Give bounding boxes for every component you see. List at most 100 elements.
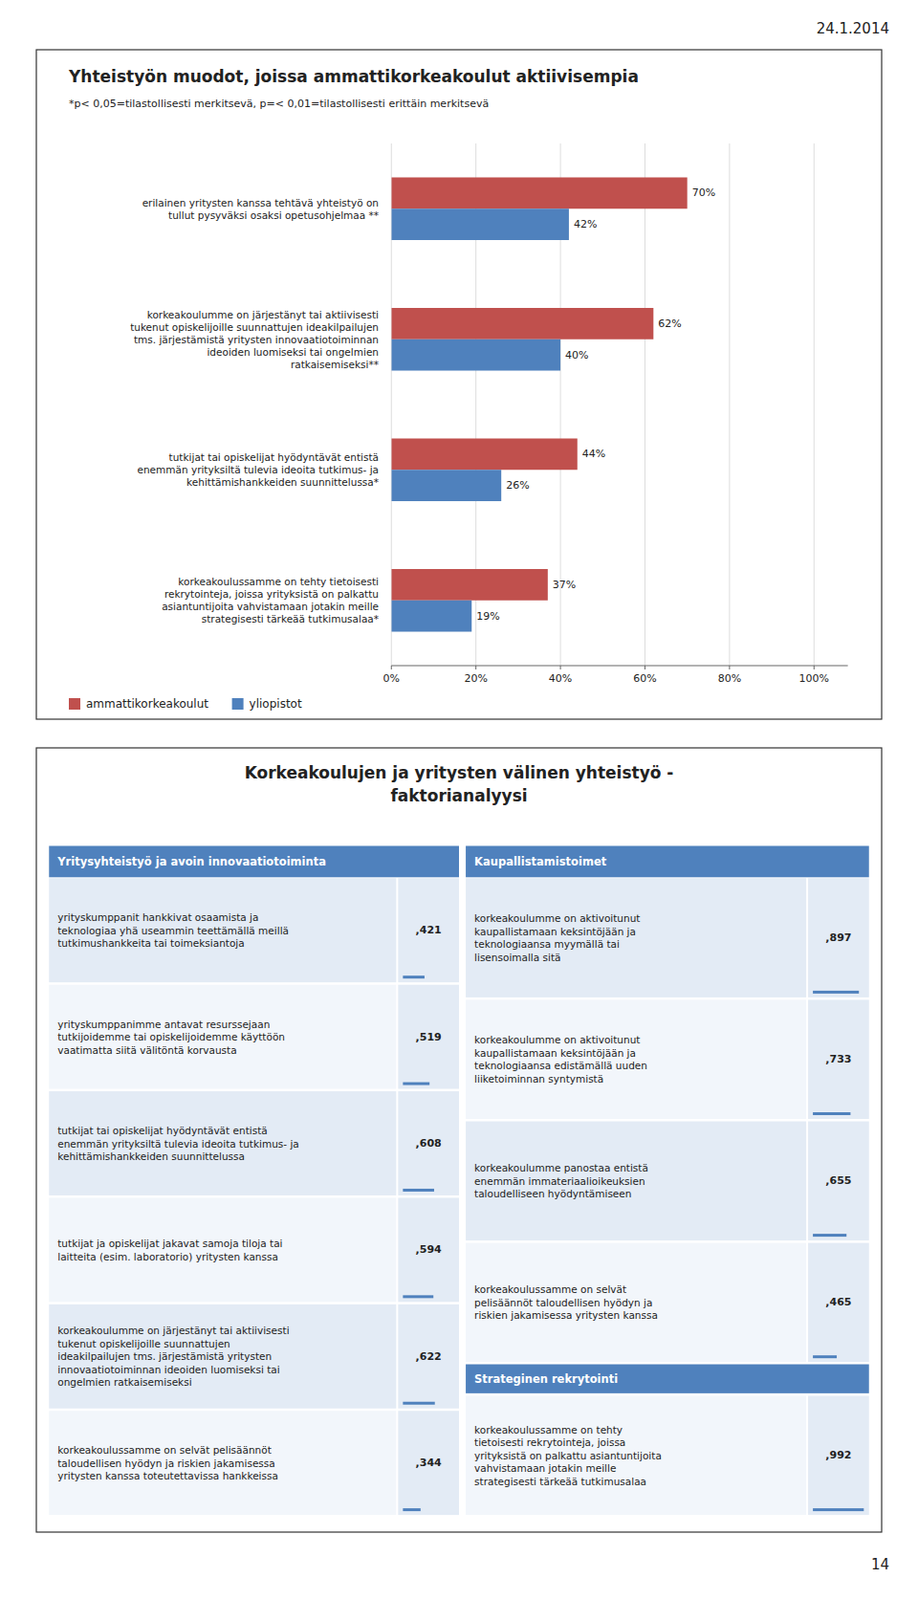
- bar: [391, 469, 502, 502]
- text-line: tukenut opiskelijoille suunnattujen idea…: [130, 321, 379, 333]
- text-line: teknologiaa yhä useammin teettämällä mei…: [57, 924, 289, 937]
- text-line: enemmän yrityksiltä tulevia ideoita tutk…: [136, 463, 379, 476]
- table-value: ,344: [415, 1456, 442, 1469]
- text-line: liiketoiminnan syntymistä: [474, 1072, 604, 1085]
- text-line: korkeakoulussamme on selvät pelisäännöt: [57, 1443, 272, 1456]
- bar: [391, 208, 569, 241]
- text-line: laitteita (esim. laboratorio) yritysten …: [57, 1250, 279, 1263]
- text-line: kehittämishankkeiden suunnittelussa*: [186, 476, 379, 488]
- table-value: ,608: [415, 1136, 442, 1150]
- value-bar: [812, 1508, 864, 1511]
- chart-title: Yhteistyön muodot, joissa ammattikorkeak…: [67, 66, 639, 87]
- table-row-text: yrityskumppanimme antavat resurssejaantu…: [57, 1018, 285, 1056]
- text-line: korkeakoulussamme on selvät: [474, 1283, 627, 1295]
- text-line: ongelmien ratkaisemiseksi: [57, 1376, 192, 1388]
- text-line: yrityskumppanimme antavat resurssejaan: [57, 1018, 270, 1030]
- text-line: faktorianalyysi: [390, 786, 527, 806]
- table-row-text: korkeakoulussamme on tehtytietoisesti re…: [474, 1423, 662, 1487]
- text-line: tutkijat ja opiskelijat jakavat samoja t…: [57, 1237, 283, 1249]
- table-row-text: tutkijat tai opiskelijat hyödyntävät ent…: [57, 1124, 300, 1162]
- text-line: teknologiaansa myymällä tai: [474, 938, 620, 950]
- value-bar: [402, 1188, 435, 1192]
- data-label: 70%: [692, 186, 716, 199]
- text-line: strategisesti tärkeää tutkimusalaa: [474, 1475, 647, 1487]
- text-line: taloudelliseen hyödyntämiseen: [474, 1187, 632, 1200]
- page: 24.1.2014 Yhteistyön muodot, joissa ammat…: [0, 0, 918, 1600]
- category-labels: erilainen yritysten kanssa tehtävä yhtei…: [130, 196, 379, 626]
- value-bar: [812, 990, 859, 994]
- date-label: 24.1.2014: [816, 20, 890, 38]
- data-label: 26%: [505, 479, 529, 492]
- tick-label: 60%: [633, 672, 656, 685]
- value-bar: [812, 1233, 847, 1237]
- table-value: ,594: [415, 1243, 442, 1256]
- data-label: 62%: [657, 317, 681, 330]
- tick-mark: [391, 665, 393, 670]
- value-bar: [402, 1082, 430, 1086]
- text-line: korkeakoulussamme on tehty: [474, 1423, 623, 1436]
- legend: ammattikorkeakoulutyliopistot: [68, 697, 303, 711]
- bar: [391, 307, 654, 340]
- text-line: korkeakoulumme on aktivoitunut: [474, 912, 640, 924]
- data-label: 19%: [476, 610, 500, 623]
- value-cell: [808, 1121, 870, 1242]
- text-line: tietoisesti rekrytointeja, joissa: [474, 1436, 626, 1448]
- table-cell: [465, 877, 807, 998]
- value-cell: [808, 877, 870, 998]
- value-cell: [397, 877, 459, 983]
- table-row-text: korkeakoulussamme on selvätpelisäännöt t…: [474, 1283, 658, 1321]
- bars: [391, 176, 687, 632]
- table-cell: [465, 1121, 807, 1242]
- data-label: 44%: [582, 447, 606, 460]
- tick-mark: [475, 665, 477, 670]
- value-cell: [808, 1243, 870, 1363]
- value-cell: [397, 984, 459, 1090]
- table-header: [48, 846, 459, 878]
- table-row-text: yrityskumppanit hankkivat osaamista jate…: [57, 911, 289, 949]
- table-value: ,465: [825, 1295, 852, 1309]
- table-row-text: korkeakoulumme on järjestänyt tai aktiiv…: [57, 1324, 289, 1388]
- text-line: vahvistamaan jotakin meille: [474, 1462, 616, 1474]
- tick-label: 80%: [718, 672, 742, 685]
- tick-label: 40%: [548, 672, 572, 685]
- text-line: ideoiden luomiseksi tai ongelmien: [206, 346, 379, 358]
- text-line: tutkijoidemme tai opiskelijoidemme käytt…: [57, 1030, 285, 1043]
- table-value: ,421: [415, 923, 442, 937]
- data-label: 42%: [573, 218, 597, 231]
- text-line: rekrytointeja, joissa yrityksistä on pal…: [164, 588, 379, 600]
- text-line: teknologiaansa edistämällä uuden: [474, 1059, 648, 1071]
- text-line: ideakilpailujen tms. järjestämistä yrity…: [57, 1350, 272, 1362]
- value-cell: [808, 1396, 870, 1516]
- text-line: yrityskumppanit hankkivat osaamista ja: [57, 911, 259, 923]
- table-value: ,992: [825, 1448, 852, 1462]
- category-label: tutkijat tai opiskelijat hyödyntävät ent…: [136, 451, 379, 488]
- table-row-text: korkeakoulussamme on selvät pelisäännött…: [57, 1443, 279, 1482]
- tick-mark: [560, 665, 562, 670]
- grid-line: [644, 143, 646, 666]
- text-line: yrityksistä on palkattu asiantuntijoita: [474, 1449, 662, 1462]
- table-cell: [48, 1304, 396, 1409]
- bar: [391, 176, 687, 209]
- text-line: kaupallistamaan keksintöjään ja: [474, 1047, 636, 1059]
- value-bar: [402, 1401, 435, 1405]
- text-line: enemmän yrityksiltä tulevia ideoita tutk…: [57, 1137, 300, 1150]
- text-line: ratkaisemiseksi**: [290, 358, 379, 371]
- text-line: asiantuntijoita vahvistamaan jotakin mei…: [161, 600, 379, 612]
- table-cell: [465, 999, 807, 1119]
- chart-frame: [36, 49, 882, 720]
- value-bar: [402, 975, 425, 979]
- text-line: tutkimushankkeita tai toimeksiantoja: [57, 937, 244, 949]
- tick-label: 20%: [463, 672, 487, 685]
- value-cell: [808, 999, 870, 1119]
- text-line: riskien jakamisessa yritysten kanssa: [474, 1309, 658, 1321]
- text-line: strategisesti tärkeää tutkimusalaa*: [201, 612, 379, 625]
- value-cell: [397, 1410, 459, 1515]
- table-cell: [48, 877, 396, 983]
- text-line: Korkeakoulujen ja yritysten välinen yhte…: [244, 763, 675, 783]
- text-line: korkeakoulumme on järjestänyt tai aktiiv…: [57, 1324, 289, 1336]
- data-label: 40%: [565, 349, 589, 362]
- text-line: pelisäännöt taloudellisen hyödyn ja: [474, 1296, 653, 1309]
- table-value: ,655: [825, 1174, 852, 1187]
- text-line: yritysten kanssa toteutettavissa hankkei…: [57, 1469, 279, 1482]
- text-line: korkeakoulumme panostaa entistä: [474, 1161, 649, 1174]
